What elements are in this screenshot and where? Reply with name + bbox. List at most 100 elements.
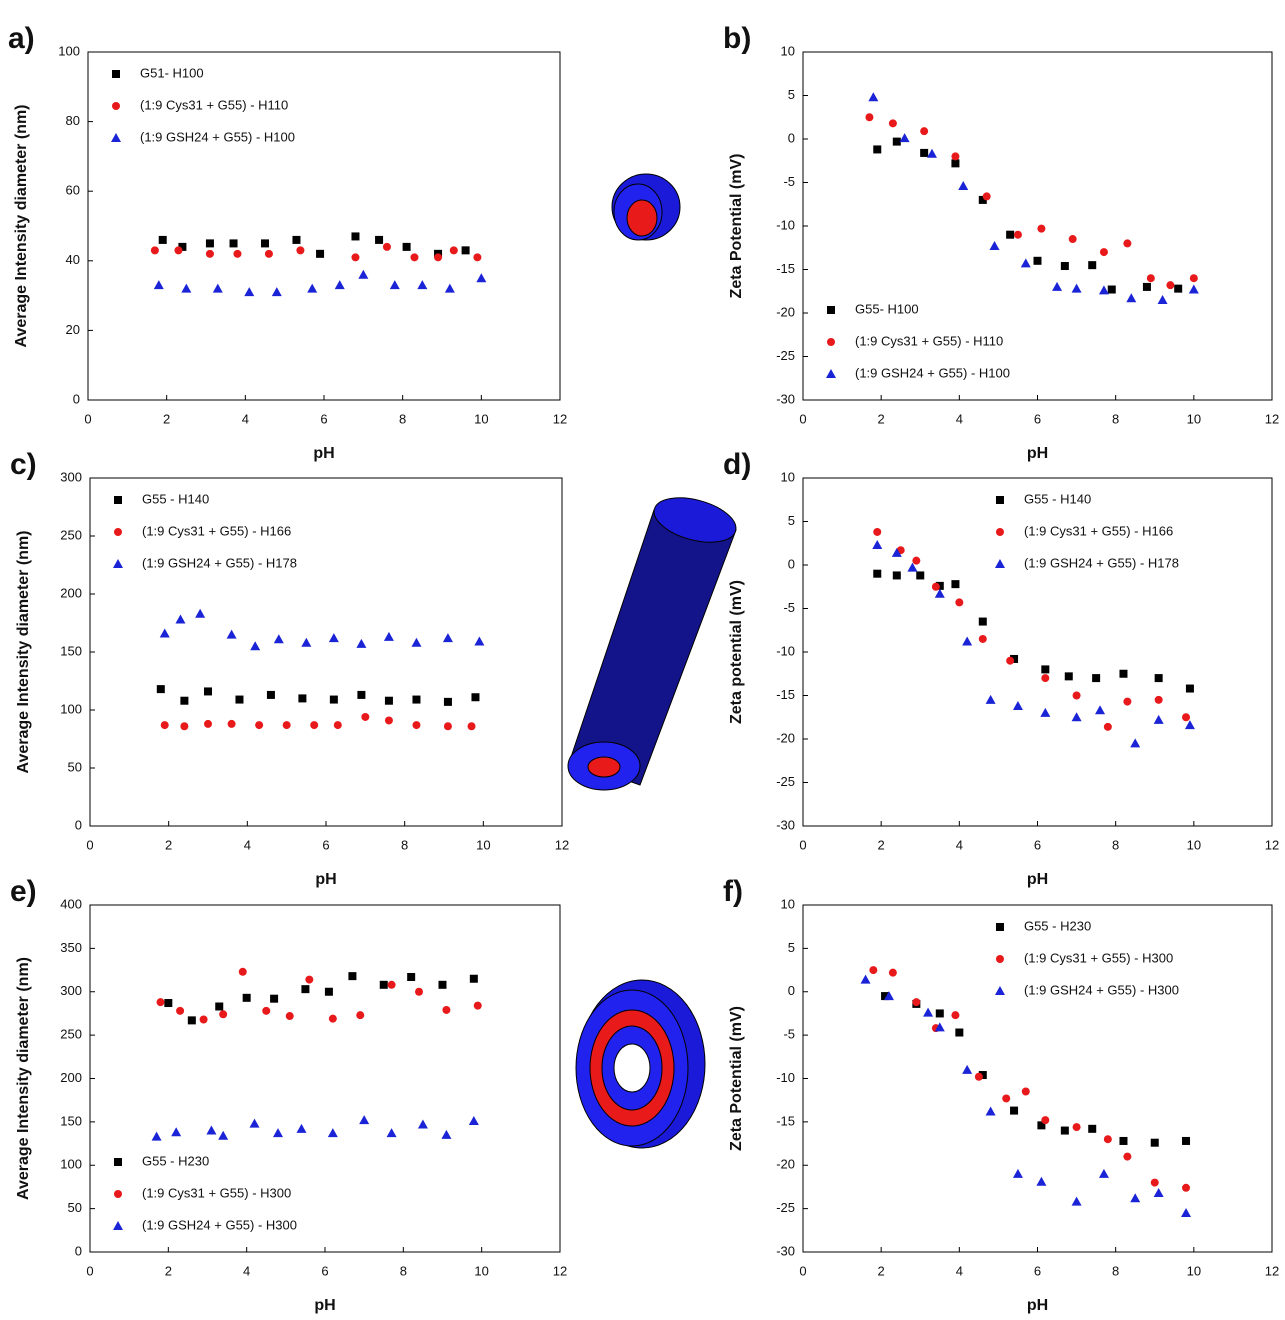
point	[328, 1014, 337, 1023]
x-tick-label: 12	[553, 1263, 567, 1278]
legend-label: (1:9 GSH24 + G55) - H100	[855, 365, 1010, 380]
legend-label: G51- H100	[140, 65, 204, 80]
point	[255, 721, 264, 730]
point	[985, 694, 996, 704]
point	[1010, 654, 1019, 663]
x-axis-label: pH	[315, 871, 336, 888]
legend-label: G55 - H230	[1024, 918, 1091, 933]
x-tick-label: 0	[84, 411, 91, 426]
point	[1123, 697, 1132, 706]
point	[160, 721, 169, 730]
point	[962, 1064, 973, 1074]
point	[1126, 293, 1137, 303]
point	[249, 1118, 260, 1128]
panel-label: e)	[10, 875, 37, 908]
x-axis-label: pH	[1027, 1297, 1048, 1314]
legend-marker	[112, 70, 120, 78]
y-tick-label: 80	[66, 113, 80, 128]
point	[1041, 674, 1050, 683]
point	[892, 571, 901, 580]
x-axis-label: pH	[1027, 871, 1048, 888]
point	[187, 1016, 196, 1025]
point	[1182, 713, 1191, 722]
point	[1068, 235, 1077, 244]
x-tick-label: 10	[476, 837, 490, 852]
x-tick-label: 12	[1265, 411, 1279, 426]
point	[1188, 284, 1199, 294]
point	[1182, 1136, 1191, 1145]
point	[412, 695, 421, 704]
x-axis-label: pH	[314, 1297, 335, 1314]
point	[1157, 294, 1168, 304]
point	[242, 993, 251, 1002]
point	[441, 1129, 452, 1139]
y-tick-label: 5	[788, 513, 795, 528]
micelle-illustration	[611, 173, 681, 241]
point	[865, 113, 874, 122]
x-axis-label: pH	[313, 445, 334, 462]
point	[873, 145, 882, 154]
point	[1107, 285, 1116, 294]
point	[1153, 714, 1164, 724]
point	[1130, 738, 1141, 748]
point	[476, 273, 487, 283]
point	[417, 1119, 428, 1129]
point	[219, 1010, 228, 1019]
point	[261, 239, 269, 248]
point	[1146, 274, 1155, 283]
y-tick-label: -10	[776, 217, 795, 232]
point	[1041, 665, 1050, 674]
point	[205, 239, 214, 248]
point	[250, 641, 261, 651]
point	[883, 991, 894, 1001]
point	[1012, 700, 1023, 710]
point	[379, 980, 388, 989]
point	[156, 998, 165, 1007]
panel-label: c)	[10, 448, 37, 481]
y-tick-label: 20	[66, 322, 80, 337]
point	[316, 249, 325, 258]
point	[359, 1115, 370, 1125]
point	[1012, 1168, 1023, 1178]
point	[1103, 1135, 1112, 1144]
point	[955, 1028, 964, 1037]
point	[473, 1001, 482, 1010]
point	[1010, 1106, 1019, 1115]
legend-marker	[995, 528, 1004, 536]
legend-label: G55 - H140	[142, 491, 209, 506]
point	[449, 246, 458, 255]
x-tick-label: 2	[163, 411, 170, 426]
x-tick-label: 8	[1112, 1263, 1119, 1278]
y-tick-label: 200	[60, 585, 82, 600]
y-tick-label: 150	[60, 643, 82, 658]
point	[1006, 656, 1015, 665]
point	[1071, 1196, 1082, 1206]
point	[1150, 1138, 1159, 1147]
point	[199, 1015, 208, 1024]
point	[951, 580, 960, 589]
point	[1092, 674, 1101, 683]
y-tick-label: -30	[776, 1243, 795, 1258]
point	[156, 685, 165, 694]
x-tick-label: 6	[1034, 1263, 1041, 1278]
point	[888, 119, 897, 128]
legend-label: G55 - H230	[142, 1153, 209, 1168]
y-tick-label: -15	[776, 1113, 795, 1128]
point	[384, 716, 393, 725]
point	[989, 241, 1000, 251]
legend-marker	[994, 986, 1005, 995]
point	[271, 287, 282, 297]
point	[417, 280, 428, 290]
point	[1060, 262, 1069, 271]
point	[389, 280, 400, 290]
point	[205, 249, 214, 258]
point	[1002, 1094, 1011, 1103]
point	[951, 152, 960, 161]
y-tick-label: 350	[60, 940, 82, 955]
x-tick-label: 0	[86, 837, 93, 852]
point	[1033, 256, 1042, 265]
x-tick-label: 10	[1187, 837, 1201, 852]
y-tick-label: 10	[781, 469, 795, 484]
point	[175, 614, 186, 624]
legend-label: (1:9 Cys31 + G55) - H110	[140, 97, 288, 112]
